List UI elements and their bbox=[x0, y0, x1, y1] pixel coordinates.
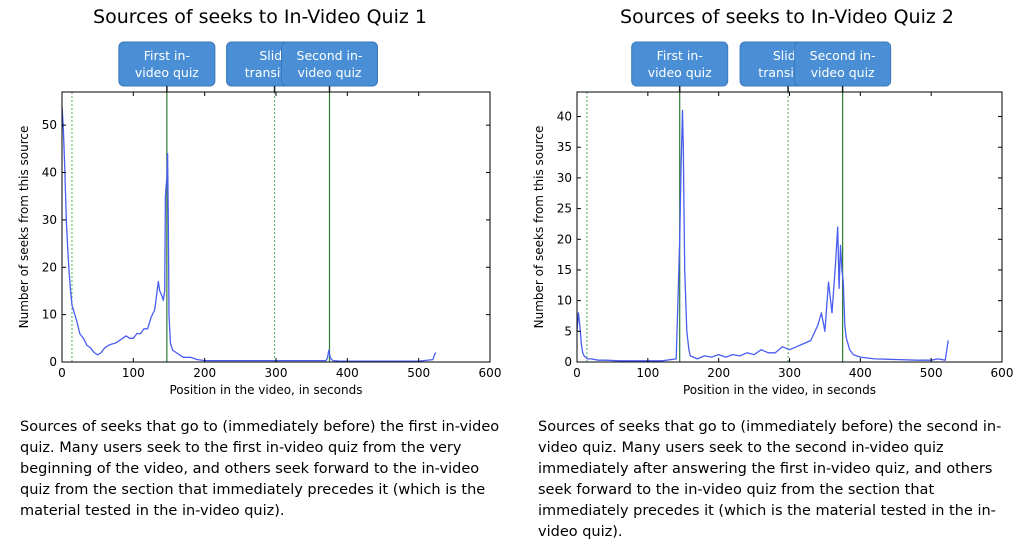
chart-panel-quiz-2: Sources of seeks to In-Video Quiz 2 Firs… bbox=[512, 0, 1024, 546]
x-tick-label: 500 bbox=[920, 366, 943, 380]
x-tick-label: 600 bbox=[991, 366, 1014, 380]
x-tick-label: 500 bbox=[407, 366, 430, 380]
callout-label: Second in- bbox=[810, 48, 876, 63]
y-tick-label: 15 bbox=[557, 263, 572, 277]
y-axis-label: Number of seeks from this source bbox=[17, 126, 31, 329]
callout-label: Second in- bbox=[297, 48, 363, 63]
x-tick-label: 0 bbox=[573, 366, 581, 380]
x-tick-label: 400 bbox=[336, 366, 359, 380]
chart-panel-quiz-1: Sources of seeks to In-Video Quiz 1 Firs… bbox=[17, 6, 502, 519]
chart-title: Sources of seeks to In-Video Quiz 2 bbox=[620, 6, 954, 28]
x-tick-label: 100 bbox=[636, 366, 659, 380]
x-tick-label: 200 bbox=[707, 366, 730, 380]
y-tick-label: 10 bbox=[42, 308, 57, 322]
y-tick-label: 0 bbox=[49, 355, 57, 369]
y-tick-label: 0 bbox=[564, 355, 572, 369]
y-tick-label: 35 bbox=[557, 140, 572, 154]
y-tick-label: 20 bbox=[557, 232, 572, 246]
y-tick-label: 20 bbox=[42, 260, 57, 274]
x-tick-label: 600 bbox=[479, 366, 502, 380]
y-tick-label: 40 bbox=[42, 166, 57, 180]
y-tick-label: 40 bbox=[557, 110, 572, 124]
x-tick-label: 200 bbox=[193, 366, 216, 380]
y-tick-label: 5 bbox=[564, 324, 572, 338]
y-tick-label: 25 bbox=[557, 202, 572, 216]
x-tick-label: 300 bbox=[778, 366, 801, 380]
callout-box: First in-video quiz bbox=[631, 41, 729, 92]
x-tick-label: 0 bbox=[58, 366, 66, 380]
y-tick-label: 10 bbox=[557, 294, 572, 308]
callout-label: video quiz bbox=[135, 65, 199, 80]
x-tick-label: 100 bbox=[122, 366, 145, 380]
callout-label: video quiz bbox=[811, 65, 875, 80]
y-axis-label: Number of seeks from this source bbox=[532, 126, 546, 329]
plot-frame bbox=[576, 91, 1003, 363]
x-tick-label: 400 bbox=[849, 366, 872, 380]
callout-label: First in- bbox=[144, 48, 190, 63]
x-axis-label: Position in the video, in seconds bbox=[169, 383, 362, 397]
callout-label: video quiz bbox=[648, 65, 712, 80]
x-tick-label: 300 bbox=[265, 366, 288, 380]
callout-box: First in-video quiz bbox=[118, 41, 216, 92]
chart-title: Sources of seeks to In-Video Quiz 1 bbox=[93, 6, 427, 28]
series-line bbox=[61, 106, 437, 362]
x-axis-label: Position in the video, in seconds bbox=[683, 383, 876, 397]
chart-caption: Sources of seeks that go to (immediately… bbox=[20, 419, 500, 519]
chart-svg: First in-video quizSlidetransitionSecond… bbox=[17, 41, 502, 397]
y-tick-label: 30 bbox=[557, 171, 572, 185]
y-tick-label: 50 bbox=[42, 118, 57, 132]
series-line bbox=[576, 109, 949, 362]
plot-frame bbox=[61, 91, 491, 363]
chart-caption: Sources of seeks that go to (immediately… bbox=[538, 419, 1002, 540]
y-tick-label: 30 bbox=[42, 213, 57, 227]
callout-label: First in- bbox=[657, 48, 703, 63]
callout-box: Second in-video quiz bbox=[794, 41, 892, 92]
chart-svg: First in-video quizSlidetransitionSecond… bbox=[532, 41, 1014, 397]
callout-box: Second in-video quiz bbox=[281, 41, 378, 92]
callout-label: video quiz bbox=[297, 65, 361, 80]
